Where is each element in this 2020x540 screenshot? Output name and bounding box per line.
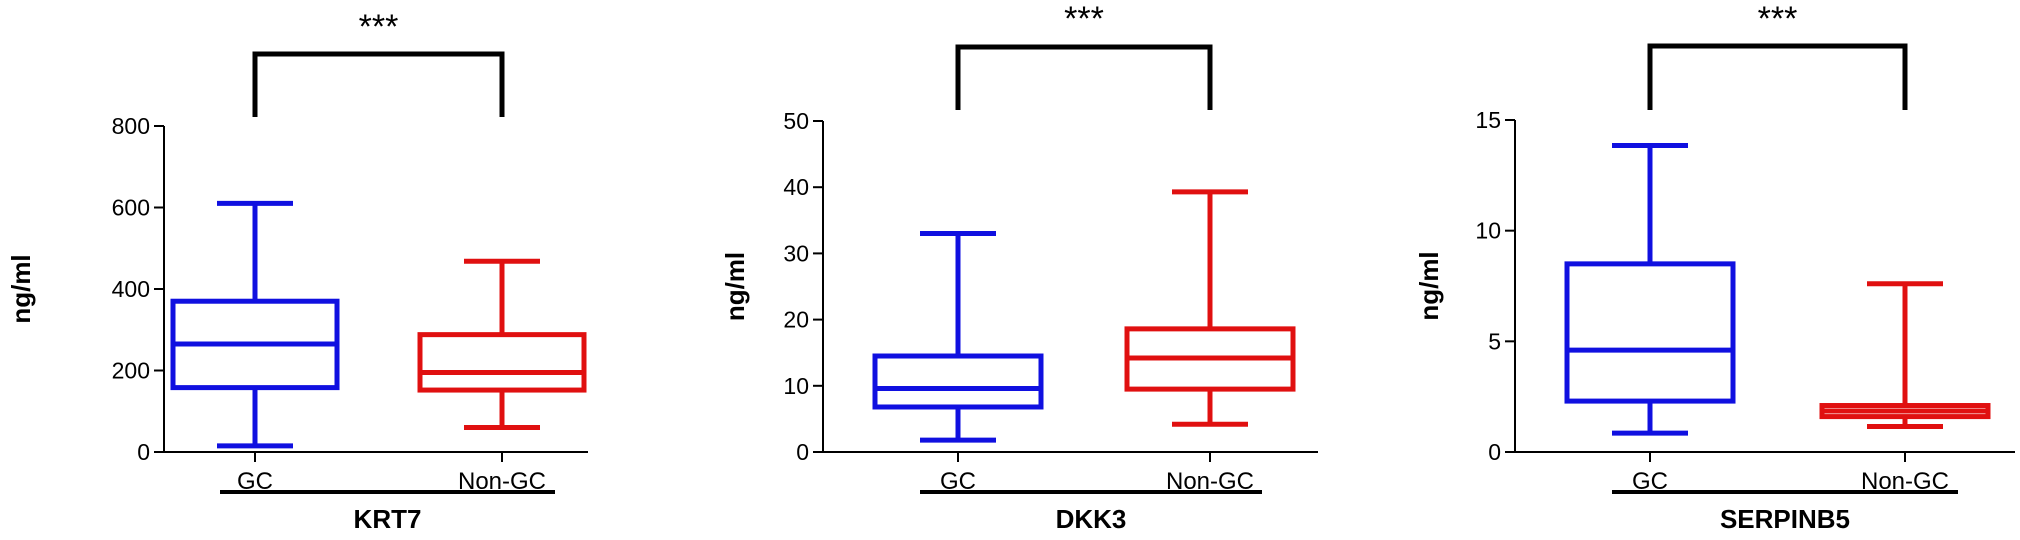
significance-bracket (955, 44, 1213, 110)
significance-label: *** (359, 8, 399, 46)
y-tick-label: 50 (783, 108, 809, 134)
y-axis-label: ng/ml (1414, 251, 1444, 320)
group-label: KRT7 (354, 504, 422, 534)
y-tick-label: 20 (783, 307, 809, 333)
significance-bracket (1647, 43, 1908, 110)
group-label: DKK3 (1056, 504, 1127, 534)
y-tick-label: 600 (112, 195, 150, 221)
y-tick-label: 0 (796, 439, 809, 465)
box-gc (170, 200, 340, 449)
y-tick-label: 40 (783, 174, 809, 200)
y-tick-label: 800 (112, 113, 150, 139)
box-non-gc (1819, 281, 1991, 430)
group-label: SERPINB5 (1720, 504, 1850, 534)
y-tick-label: 0 (1488, 439, 1501, 465)
box-iqr (417, 332, 587, 393)
y-tick-label: 5 (1488, 328, 1501, 354)
box-non-gc (417, 258, 587, 431)
box-gc (1564, 142, 1736, 436)
significance-label: *** (1758, 0, 1798, 38)
box-non-gc (1124, 189, 1296, 427)
y-tick-label: 10 (1475, 218, 1501, 244)
significance-bracket (252, 51, 505, 117)
y-axis-label: ng/ml (6, 254, 36, 323)
box-gc (872, 231, 1044, 443)
significance-label: *** (1064, 0, 1104, 38)
y-tick-label: 10 (783, 373, 809, 399)
y-tick-label: 200 (112, 358, 150, 384)
y-tick-label: 0 (137, 439, 150, 465)
y-tick-label: 15 (1475, 107, 1501, 133)
y-tick-label: 400 (112, 276, 150, 302)
y-tick-label: 30 (783, 240, 809, 266)
y-axis-label: ng/ml (720, 252, 750, 321)
box-iqr (872, 353, 1044, 410)
box-iqr (1564, 261, 1736, 404)
